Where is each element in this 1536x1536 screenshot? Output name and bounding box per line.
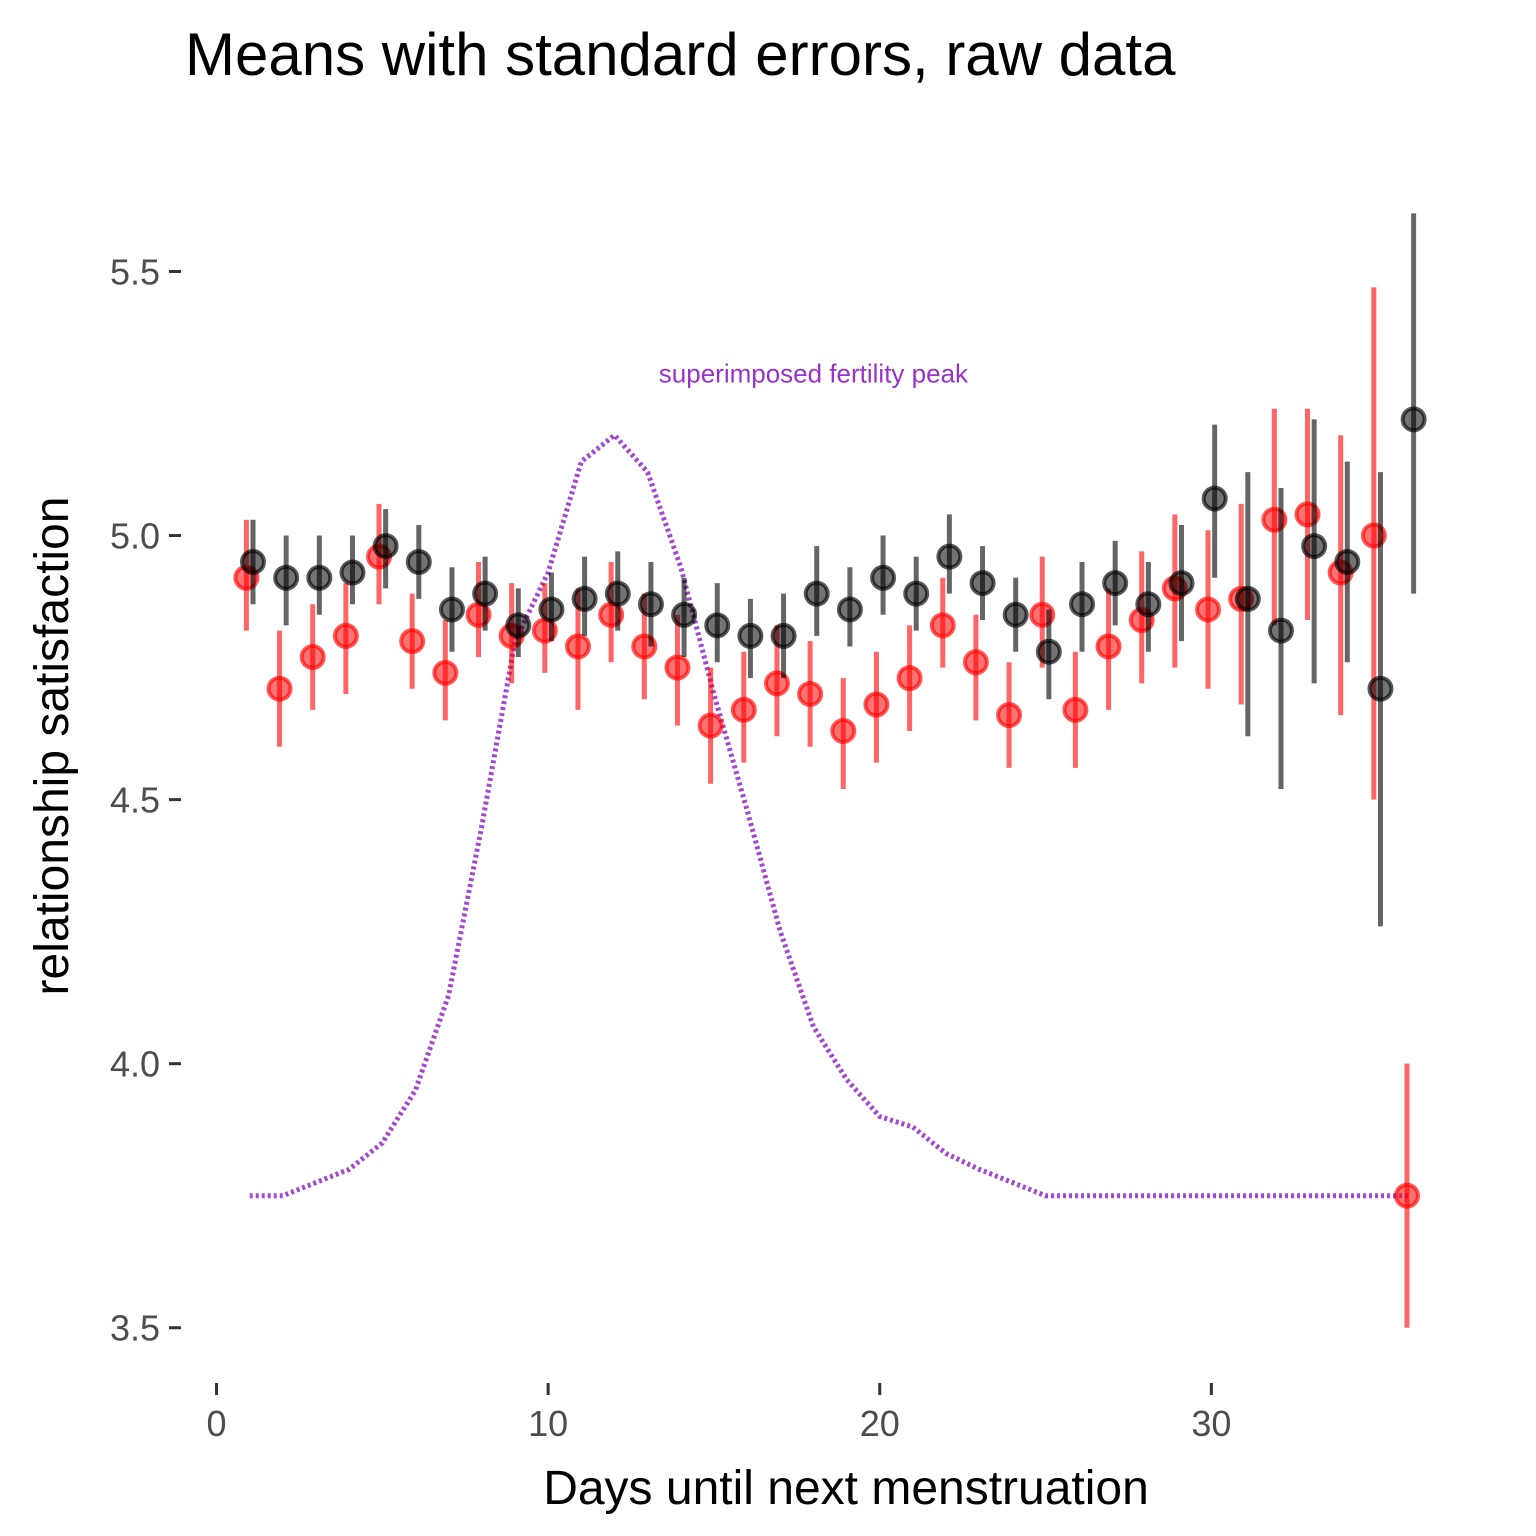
- x-tick-label: 10: [528, 1403, 568, 1444]
- data-point: [704, 612, 731, 639]
- data-point: [1393, 1182, 1420, 1209]
- data-point: [671, 601, 698, 628]
- data-point: [1069, 591, 1096, 618]
- y-tick-label: 5.5: [110, 251, 160, 292]
- data-point: [1234, 585, 1261, 612]
- points-layer: [233, 213, 1427, 1328]
- data-point: [1267, 617, 1294, 644]
- x-axis-title: Days until next menstruation: [543, 1462, 1149, 1515]
- data-point: [339, 559, 366, 586]
- fertility-curve-layer: superimposed fertility peak: [249, 358, 1411, 1199]
- axes: 3.5 4.0 4.5 5.0 5.5 0 10 20 30: [110, 251, 1231, 1444]
- data-point: [1195, 596, 1222, 623]
- data-point: [903, 580, 930, 607]
- data-point: [1301, 533, 1328, 560]
- data-point: [797, 680, 824, 707]
- data-point: [1062, 696, 1089, 723]
- data-point: [299, 644, 326, 671]
- data-point: [969, 570, 996, 597]
- data-point: [803, 580, 830, 607]
- data-point: [472, 580, 499, 607]
- data-point: [870, 564, 897, 591]
- x-tick-label: 0: [207, 1403, 227, 1444]
- data-point: [936, 543, 963, 570]
- data-point: [405, 548, 432, 575]
- data-point: [896, 665, 923, 692]
- data-point: [1201, 485, 1228, 512]
- data-point: [273, 564, 300, 591]
- data-point: [332, 622, 359, 649]
- data-point: [697, 712, 724, 739]
- data-point: [770, 622, 797, 649]
- data-point: [1334, 548, 1361, 575]
- data-point: [399, 628, 426, 655]
- data-point: [1367, 675, 1394, 702]
- data-point: [505, 612, 532, 639]
- data-point: [730, 696, 757, 723]
- data-point: [1002, 601, 1029, 628]
- data-point: [432, 659, 459, 686]
- data-point: [306, 564, 333, 591]
- y-tick-label: 3.5: [110, 1308, 160, 1349]
- data-point: [571, 585, 598, 612]
- data-point: [929, 612, 956, 639]
- y-axis-title: relationship satisfaction: [26, 497, 79, 996]
- y-tick-label: 4.0: [110, 1044, 160, 1085]
- data-point: [604, 580, 631, 607]
- data-point: [1095, 633, 1122, 660]
- data-point: [1102, 570, 1129, 597]
- data-point: [737, 622, 764, 649]
- data-point: [996, 702, 1023, 729]
- y-tick-label: 5.0: [110, 516, 160, 557]
- fertility-curve-line: [249, 431, 1411, 1199]
- series-0: [233, 287, 1420, 1328]
- fertility-peak-annotation: superimposed fertility peak: [659, 358, 969, 388]
- data-point: [1168, 570, 1195, 597]
- data-point: [1135, 591, 1162, 618]
- data-point: [830, 717, 857, 744]
- series-1: [240, 213, 1427, 927]
- chart-title: Means with standard errors, raw data: [185, 21, 1176, 88]
- data-point: [1400, 406, 1427, 433]
- data-point: [664, 654, 691, 681]
- x-tick-label: 30: [1191, 1403, 1231, 1444]
- data-point: [266, 675, 293, 702]
- data-point: [637, 591, 664, 618]
- data-point: [538, 596, 565, 623]
- data-point: [836, 596, 863, 623]
- data-point: [438, 596, 465, 623]
- data-point: [372, 533, 399, 560]
- data-point: [863, 691, 890, 718]
- data-point: [962, 649, 989, 676]
- y-tick-label: 4.5: [110, 780, 160, 821]
- data-point: [240, 548, 267, 575]
- data-point: [564, 633, 591, 660]
- x-tick-label: 20: [860, 1403, 900, 1444]
- data-point: [1035, 638, 1062, 665]
